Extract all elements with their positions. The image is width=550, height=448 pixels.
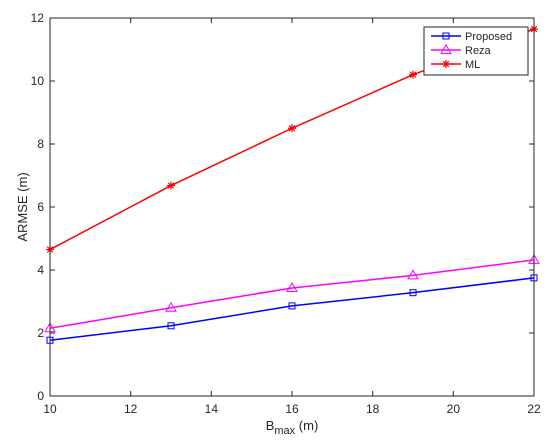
legend-label: ML	[465, 59, 480, 71]
x-tick-label: 14	[205, 402, 219, 416]
y-tick-label: 8	[37, 137, 44, 151]
x-axis-label: Bmax (m)	[266, 418, 319, 437]
x-axis-label-subscript: max	[274, 425, 295, 437]
legend-item-proposed: Proposed	[431, 31, 512, 43]
y-tick-label: 6	[37, 200, 44, 214]
legend-marker	[442, 32, 450, 40]
x-tick-label: 12	[124, 402, 138, 416]
x-tick-label: 16	[285, 402, 299, 416]
y-tick-label: 12	[31, 11, 45, 25]
series-line-proposed	[49, 277, 535, 341]
data-point-ml	[288, 124, 296, 133]
data-point-ml	[167, 181, 175, 190]
x-axis-label-main: B	[266, 418, 275, 433]
legend-label: Reza	[465, 45, 492, 57]
data-point-ml	[409, 70, 417, 79]
x-axis-label-unit: (m)	[295, 418, 318, 433]
y-tick-label: 0	[37, 389, 44, 403]
legend-box	[423, 26, 529, 76]
y-axis-label: ARMSE (m)	[15, 172, 30, 241]
data-point-proposed	[167, 322, 175, 330]
x-tick-label: 22	[527, 402, 541, 416]
data-point-reza	[407, 269, 419, 280]
series-line-reza	[49, 259, 535, 330]
plot-frame	[49, 17, 535, 397]
legend-label: Proposed	[465, 31, 512, 43]
y-tick-label: 2	[37, 326, 44, 340]
ticks-layer: 10 12 14 16 18 20 22 0 2 4 6 8 10 12	[31, 11, 541, 416]
legend-marker	[440, 44, 452, 54]
x-tick-label: 18	[366, 402, 380, 416]
data-point-reza	[165, 301, 177, 312]
legend-item-ml: ML	[431, 59, 480, 71]
data-point-reza	[286, 281, 298, 292]
legend-item-reza: Reza	[431, 44, 492, 57]
x-tick-label: 20	[447, 402, 461, 416]
y-tick-label: 4	[37, 263, 44, 277]
legend-marker	[442, 60, 450, 68]
data-point-proposed	[288, 302, 296, 310]
y-tick-label: 10	[31, 74, 45, 88]
legend: Proposed Reza ML	[423, 26, 529, 76]
series-layer	[44, 25, 540, 344]
data-point-proposed	[409, 289, 417, 297]
x-tick-label: 10	[43, 402, 57, 416]
series-reza	[44, 253, 540, 333]
